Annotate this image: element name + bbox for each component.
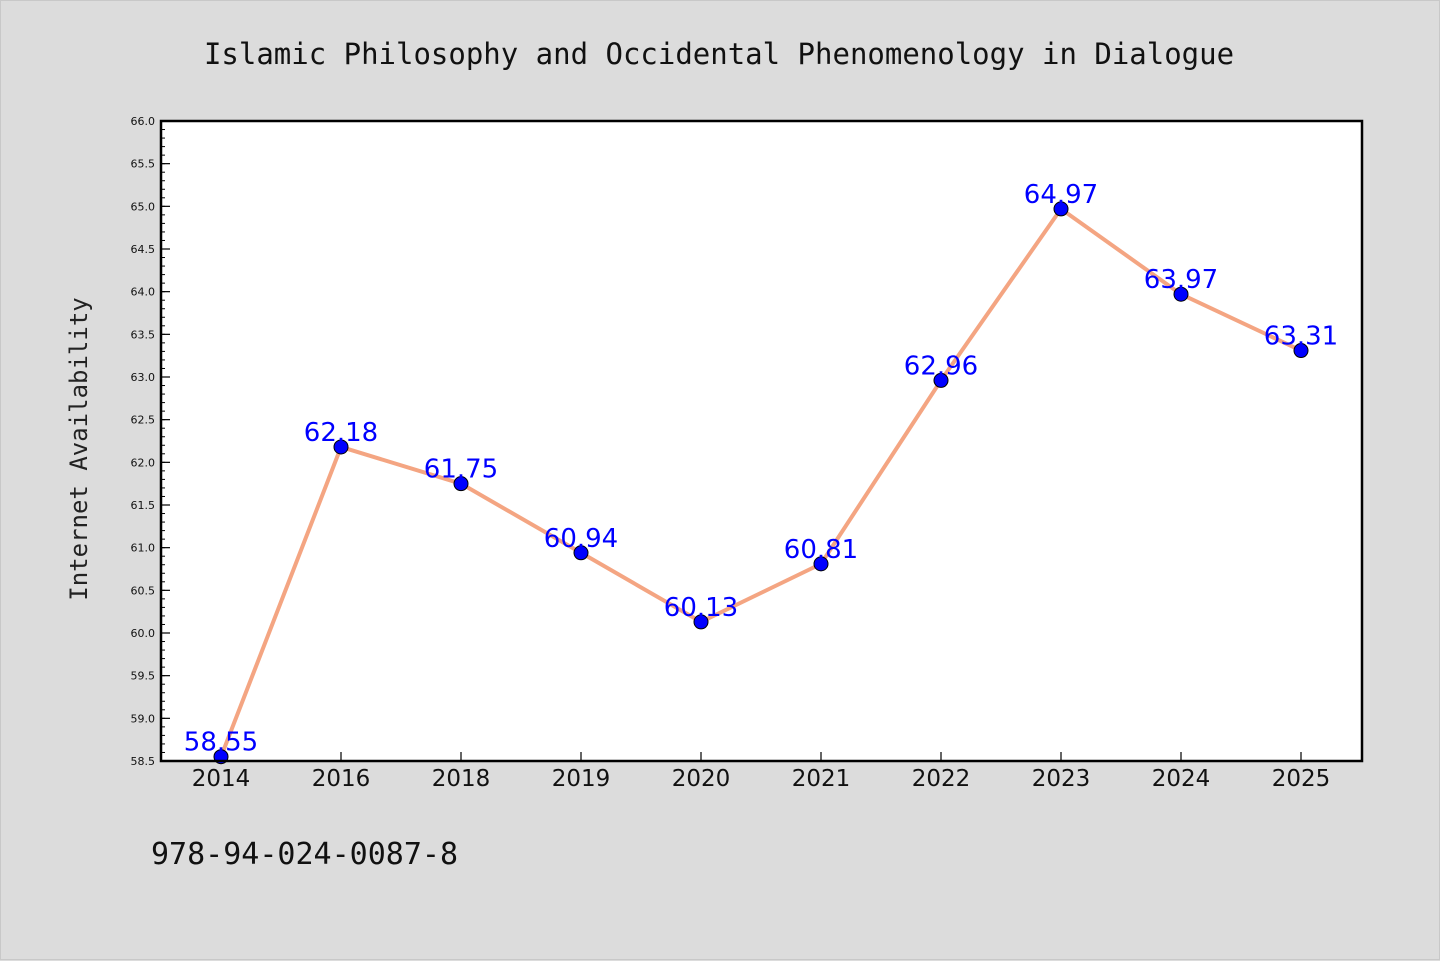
data-point xyxy=(333,439,349,455)
y-tick-label: 61.5 xyxy=(131,499,156,512)
data-label: 62.96 xyxy=(904,351,978,381)
data-label: 63.31 xyxy=(1264,322,1338,352)
isbn-footer: 978-94-024-0087-8 xyxy=(151,837,458,872)
y-tick-label: 59.0 xyxy=(131,712,156,725)
y-tick-label: 64.5 xyxy=(131,243,156,256)
x-tick-label: 2018 xyxy=(432,766,491,792)
data-label: 62.18 xyxy=(304,418,378,448)
data-label: 61.75 xyxy=(424,455,498,485)
data-point xyxy=(813,556,829,572)
data-label: 60.94 xyxy=(544,524,618,554)
x-tick-label: 2014 xyxy=(192,766,251,792)
data-label: 58.55 xyxy=(184,728,258,758)
x-tick-label: 2021 xyxy=(792,766,851,792)
y-tick-label: 62.0 xyxy=(131,456,156,469)
y-tick-label: 65.0 xyxy=(131,200,156,213)
data-point xyxy=(453,476,469,492)
y-tick-label: 61.0 xyxy=(131,542,156,555)
y-tick-label: 63.5 xyxy=(131,328,156,341)
plot-frame xyxy=(159,119,1364,763)
x-axis-ticks: 2014 2016 2018 2019 2020 2021 2022 2023 2024 2025 xyxy=(192,752,1331,792)
y-tick-label: 59.5 xyxy=(131,670,156,683)
data-point xyxy=(1293,343,1309,359)
data-point xyxy=(1053,201,1069,217)
x-tick-label: 2024 xyxy=(1152,766,1211,792)
data-label: 60.13 xyxy=(664,593,738,623)
y-tick-label: 60.5 xyxy=(131,584,156,597)
plot-area xyxy=(161,121,1362,761)
data-point xyxy=(573,545,589,561)
y-tick-label: 63.0 xyxy=(131,371,156,384)
data-label: 63.97 xyxy=(1144,265,1218,295)
y-tick-label: 62.5 xyxy=(131,414,156,427)
data-point xyxy=(693,614,709,630)
y-tick-label: 64.0 xyxy=(131,286,156,299)
x-tick-label: 2019 xyxy=(552,766,611,792)
y-tick-label: 65.5 xyxy=(131,158,156,171)
data-markers xyxy=(213,201,1309,765)
series-line xyxy=(219,206,1302,758)
x-tick-label: 2025 xyxy=(1272,766,1331,792)
data-label: 60.81 xyxy=(784,535,858,565)
x-tick-label: 2016 xyxy=(312,766,371,792)
x-tick-label: 2020 xyxy=(672,766,731,792)
data-labels: 58.55 62.18 61.75 60.94 60.13 60.81 62.96 64.97… xyxy=(184,180,1338,758)
data-point xyxy=(1173,286,1189,302)
chart-title: Islamic Philosophy and Occidental Phenom… xyxy=(204,37,1234,71)
y-tick-label: 58.5 xyxy=(131,755,156,768)
y-axis-label: Internet Availability xyxy=(65,297,93,600)
x-tick-label: 2022 xyxy=(912,766,971,792)
data-point xyxy=(933,372,949,388)
y-tick-label: 66.0 xyxy=(131,115,156,128)
x-tick-label: 2023 xyxy=(1032,766,1091,792)
data-label: 64.97 xyxy=(1024,180,1098,210)
y-tick-label: 60.0 xyxy=(131,627,156,640)
